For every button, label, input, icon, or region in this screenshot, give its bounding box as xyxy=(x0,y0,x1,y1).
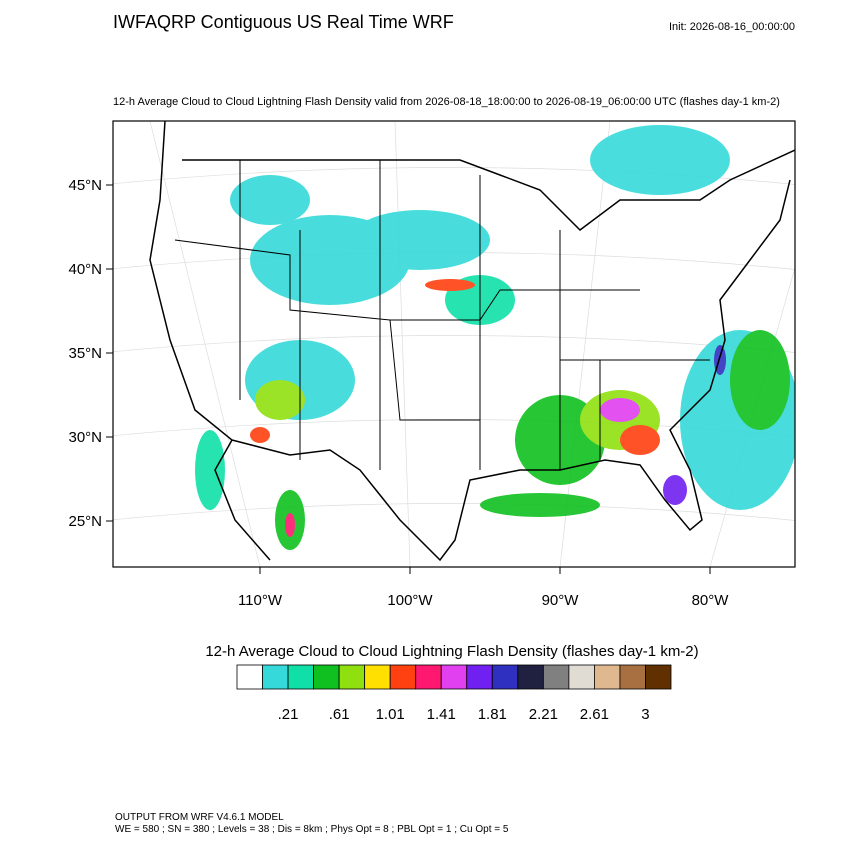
map: 45°N 40°N 35°N 30°N 25°N 110°W 100°W 90°W 80°W xyxy=(68,120,796,609)
lightning-field xyxy=(195,125,795,550)
colorbar-swatch xyxy=(415,664,442,690)
colorbar-swatch xyxy=(517,664,544,690)
colorbar-swatch xyxy=(542,664,570,690)
colorbar-label: 1.41 xyxy=(427,706,456,723)
colorbar-swatch xyxy=(313,664,340,690)
colorbar-swatch xyxy=(619,664,646,690)
colorbar-label: .21 xyxy=(278,706,299,723)
colorbar-swatch xyxy=(568,664,595,690)
colorbar-label: 3 xyxy=(641,706,649,723)
colorbar-swatch xyxy=(594,664,621,690)
lat-label: 25°N xyxy=(68,513,102,530)
colorbar-label: 2.21 xyxy=(529,706,558,723)
colorbar-label: 1.81 xyxy=(478,706,507,723)
colorbar-swatch xyxy=(440,664,468,690)
footer-line: OUTPUT FROM WRF V4.6.1 MODEL xyxy=(115,812,284,823)
colorbar-swatch xyxy=(338,664,366,690)
colorbar-title: 12-h Average Cloud to Cloud Lightning Fl… xyxy=(205,643,698,660)
colorbar-swatch xyxy=(389,664,417,690)
lat-label: 30°N xyxy=(68,429,102,446)
colorbar-swatch xyxy=(645,664,672,690)
lon-label: 110°W xyxy=(238,592,283,609)
init-time: Init: 2026-08-16_00:00:00 xyxy=(669,21,795,33)
graticule xyxy=(113,121,795,567)
lat-label: 40°N xyxy=(68,261,102,278)
colorbar-label: 1.01 xyxy=(376,706,405,723)
colorbar-label: 2.61 xyxy=(580,706,609,723)
colorbar-swatch xyxy=(364,664,391,690)
colorbar-swatch xyxy=(491,664,519,690)
lon-label: 100°W xyxy=(387,592,433,609)
colorbar-swatch xyxy=(236,664,263,690)
map-frame xyxy=(112,120,796,568)
lat-label: 45°N xyxy=(68,177,102,194)
colorbar: .21 .61 1.01 1.41 1.81 2.21 2.61 3 xyxy=(236,664,672,723)
map-subtitle: 12-h Average Cloud to Cloud Lightning Fl… xyxy=(113,96,780,108)
colorbar-swatch xyxy=(287,664,314,690)
lon-axis: 110°W 100°W 90°W 80°W xyxy=(238,567,729,609)
lon-label: 90°W xyxy=(542,592,580,609)
colorbar-label: .61 xyxy=(329,706,350,723)
lat-axis: 45°N 40°N 35°N 30°N 25°N xyxy=(68,177,113,530)
title: IWFAQRP Contiguous US Real Time WRF xyxy=(113,12,454,32)
colorbar-swatch xyxy=(466,664,493,690)
lat-label: 35°N xyxy=(68,345,102,362)
boundaries xyxy=(149,121,795,562)
colorbar-swatch xyxy=(262,664,289,690)
footer-line: WE = 580 ; SN = 380 ; Levels = 38 ; Dis … xyxy=(115,824,509,835)
lon-label: 80°W xyxy=(692,592,730,609)
